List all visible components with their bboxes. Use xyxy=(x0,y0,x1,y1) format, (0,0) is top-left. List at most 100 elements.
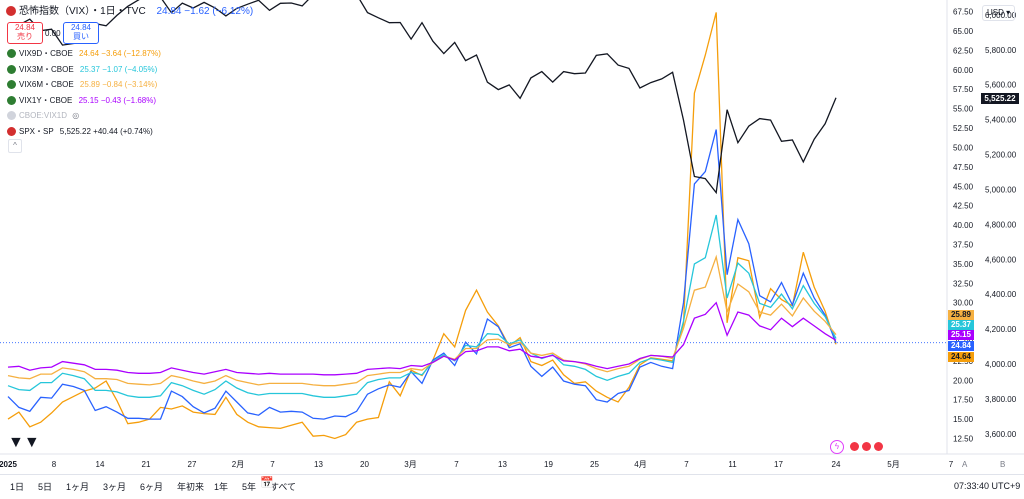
y-tick-left: 50.00 xyxy=(953,143,974,152)
scale-button[interactable]: A xyxy=(962,460,968,469)
date-range-icon[interactable]: 📅 xyxy=(260,477,274,489)
spread-value: 0.00 xyxy=(45,29,61,38)
y-tick-left: 15.00 xyxy=(953,415,974,424)
spx-price-tag: 5,525.22 xyxy=(981,92,1019,104)
x-tick: 2025 xyxy=(0,460,17,469)
legend-change: −0.43 (−1.68%) xyxy=(100,95,157,105)
y-tick-right: 6,000.00 xyxy=(985,11,1017,20)
y-tick-right: 3,600.00 xyxy=(985,430,1017,439)
x-tick: 19 xyxy=(544,460,553,469)
legend-item[interactable]: CBOE:VIX1D ◎ xyxy=(7,108,161,124)
toolbar-divider xyxy=(0,474,1024,475)
x-tick: 13 xyxy=(314,460,323,469)
x-tick: 14 xyxy=(96,460,105,469)
timeframe-button[interactable]: すべて xyxy=(270,482,297,492)
last-price: 24.84 xyxy=(156,6,182,17)
x-tick: 4月 xyxy=(634,460,646,469)
y-tick-right: 5,000.00 xyxy=(985,185,1017,194)
sell-button[interactable]: 24.84 売り xyxy=(7,22,43,44)
y-tick-left: 35.00 xyxy=(953,260,974,269)
cboe-logo-icon xyxy=(7,64,16,74)
x-tick: 7 xyxy=(949,460,954,469)
legend-value: 25.89 xyxy=(79,80,100,89)
y-tick-left: 45.00 xyxy=(953,182,974,191)
legend-change: −0.84 (−3.14%) xyxy=(102,80,158,89)
sp500-logo-icon xyxy=(7,126,16,136)
collapse-legend-icon[interactable]: ^ xyxy=(8,139,22,153)
timeframe-button[interactable]: 5日 xyxy=(38,482,53,492)
x-tick: 7 xyxy=(270,460,275,469)
clock[interactable]: 07:33:40 UTC+9 xyxy=(954,481,1021,491)
cboe-logo-icon xyxy=(7,95,16,105)
x-tick: 21 xyxy=(142,460,151,469)
legend-symbol: CBOE:VIX1D xyxy=(19,111,68,120)
series-line xyxy=(7,254,837,387)
y-tick-left: 32.50 xyxy=(953,279,974,288)
y-tick-left: 42.50 xyxy=(953,202,974,211)
y-tick-left: 37.50 xyxy=(953,240,974,249)
cboe-logo-icon xyxy=(7,49,16,59)
legend-item[interactable]: VIX1Y・CBOE 25.15 −0.43 (−1.68%) xyxy=(7,93,161,109)
series-line xyxy=(7,129,837,420)
y-tick-right: 5,800.00 xyxy=(985,46,1017,55)
legend-change: +40.44 (+0.74%) xyxy=(93,126,153,136)
x-tick: 7 xyxy=(454,460,459,469)
timeframe-button[interactable]: 5年 xyxy=(242,482,257,492)
y-tick-left: 30.00 xyxy=(953,299,974,308)
y-tick-left: 65.00 xyxy=(953,27,974,36)
y-tick-left: 60.00 xyxy=(953,66,974,75)
x-tick: 17 xyxy=(774,460,783,469)
y-tick-left: 20.00 xyxy=(953,376,974,385)
eye-off-icon[interactable]: ◎ xyxy=(72,111,80,120)
lightning-icon[interactable]: ϟ xyxy=(830,440,844,454)
x-tick: 13 xyxy=(498,460,507,469)
y-tick-right: 4,200.00 xyxy=(985,325,1017,334)
legend-symbol: VIX6M・CBOE xyxy=(19,80,74,89)
series-line xyxy=(7,12,837,440)
events-flags-icon[interactable] xyxy=(850,440,886,453)
price-tag: 25.37 xyxy=(948,320,974,330)
timeframe-button[interactable]: 1ヶ月 xyxy=(66,482,90,492)
timeframe-button[interactable]: 年初来 xyxy=(177,482,205,492)
legend-item[interactable]: VIX3M・CBOE 25.37 −1.07 (−4.05%) xyxy=(7,62,161,78)
y-tick-right: 3,800.00 xyxy=(985,395,1017,404)
legend: VIX9D・CBOE 24.64 −3.64 (−12.87%) VIX3M・CB… xyxy=(7,46,161,139)
y-tick-left: 12.50 xyxy=(953,434,974,443)
y-tick-left: 62.50 xyxy=(953,46,974,55)
x-tick: 8 xyxy=(52,460,57,469)
price-tag: 25.89 xyxy=(948,310,974,320)
legend-value: 25.37 xyxy=(79,64,100,74)
x-tick: 20 xyxy=(360,460,369,469)
timeframe-button[interactable]: 3ヶ月 xyxy=(103,482,127,492)
legend-item[interactable]: SPX・SP 5,525.22 +40.44 (+0.74%) xyxy=(7,124,161,140)
scale-button[interactable]: B xyxy=(1000,460,1005,469)
timeframe-button[interactable]: 1年 xyxy=(214,482,229,492)
flag-us-icon xyxy=(6,6,16,17)
buy-button[interactable]: 24.84 買い xyxy=(63,22,99,44)
y-tick-left: 17.50 xyxy=(953,396,974,405)
y-tick-left: 47.50 xyxy=(953,163,974,172)
cboe-logo-icon xyxy=(7,80,16,90)
series-line xyxy=(7,301,837,376)
legend-change: −3.64 (−12.87%) xyxy=(101,49,161,58)
legend-symbol: SPX・SP xyxy=(19,126,54,136)
x-tick: 7 xyxy=(684,460,689,469)
currency-select[interactable]: USD ▾ xyxy=(982,5,1016,21)
y-tick-left: 40.00 xyxy=(953,221,974,230)
x-tick: 27 xyxy=(188,460,197,469)
timeframe-button[interactable]: 1日 xyxy=(10,482,25,492)
price-tag: 24.64 xyxy=(948,352,974,362)
y-tick-right: 5,600.00 xyxy=(985,81,1017,90)
legend-item[interactable]: VIX6M・CBOE 25.89 −0.84 (−3.14%) xyxy=(7,77,161,93)
legend-item[interactable]: VIX9D・CBOE 24.64 −3.64 (−12.87%) xyxy=(7,46,161,62)
series-line xyxy=(7,0,837,195)
y-tick-right: 5,200.00 xyxy=(985,151,1017,160)
y-tick-left: 55.00 xyxy=(953,105,974,114)
x-tick: 24 xyxy=(832,460,841,469)
x-tick: 25 xyxy=(590,460,599,469)
y-tick-right: 4,800.00 xyxy=(985,220,1017,229)
chart-title[interactable]: 恐怖指数（VIX）・1日・TVC xyxy=(19,6,146,17)
timeframe-button[interactable]: 6ヶ月 xyxy=(140,482,164,492)
y-tick-right: 5,400.00 xyxy=(985,116,1017,125)
legend-symbol: VIX1Y・CBOE xyxy=(19,95,73,105)
